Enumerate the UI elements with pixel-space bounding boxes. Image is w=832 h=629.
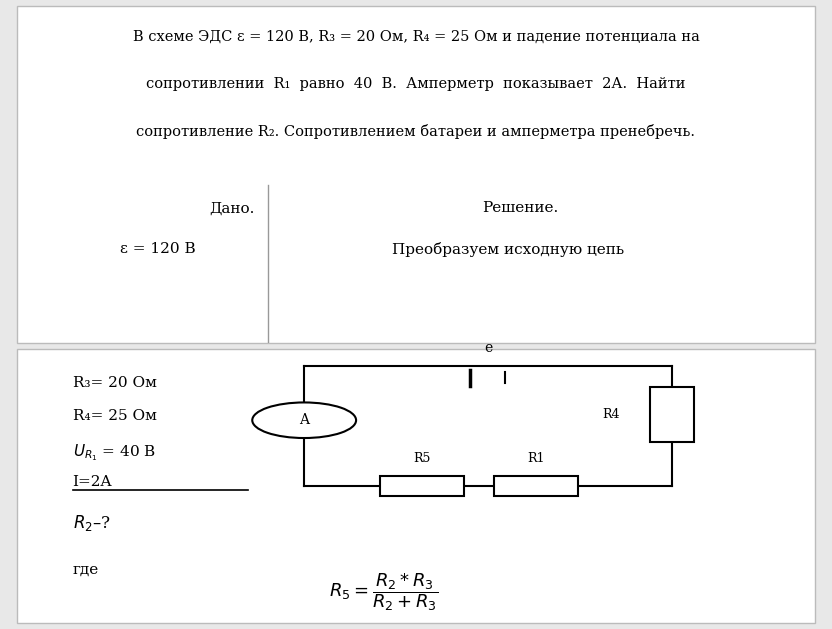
Text: R₃= 20 Ом: R₃= 20 Ом — [72, 376, 156, 391]
Text: R4: R4 — [602, 408, 620, 421]
Bar — [380, 476, 463, 496]
Text: сопротивление R₂. Сопротивлением батареи и амперметра пренебречь.: сопротивление R₂. Сопротивлением батареи… — [136, 124, 696, 139]
Text: ε = 120 В: ε = 120 В — [121, 242, 196, 256]
Text: I=2A: I=2A — [72, 475, 112, 489]
Text: $R_2$–?: $R_2$–? — [72, 513, 111, 533]
Text: R1: R1 — [527, 452, 544, 465]
Bar — [650, 387, 694, 442]
Text: $U_{R_1}$ = 40 В: $U_{R_1}$ = 40 В — [72, 442, 156, 463]
Text: A: A — [300, 413, 310, 427]
Text: Дано.: Дано. — [210, 201, 255, 216]
Text: е: е — [483, 340, 492, 355]
Text: Преобразуем исходную цепь: Преобразуем исходную цепь — [392, 242, 624, 257]
Text: Решение.: Решение. — [482, 201, 558, 216]
FancyBboxPatch shape — [17, 349, 815, 623]
Text: где: где — [72, 562, 99, 577]
Bar — [493, 476, 577, 496]
Text: сопротивлении  R₁  равно  40  В.  Амперметр  показывает  2А.  Найти: сопротивлении R₁ равно 40 В. Амперметр п… — [146, 77, 686, 91]
Text: R5: R5 — [413, 452, 430, 465]
Text: $R_5 = \dfrac{R_2 * R_3}{R_2 + R_3}$: $R_5 = \dfrac{R_2 * R_3}{R_2 + R_3}$ — [329, 572, 438, 613]
Circle shape — [252, 403, 356, 438]
Text: R₄= 25 Ом: R₄= 25 Ом — [72, 409, 156, 423]
Text: В схеме ЭДС ε = 120 В, R₃ = 20 Ом, R₄ = 25 Ом и падение потенциала на: В схеме ЭДС ε = 120 В, R₃ = 20 Ом, R₄ = … — [132, 30, 700, 44]
FancyBboxPatch shape — [17, 6, 815, 343]
